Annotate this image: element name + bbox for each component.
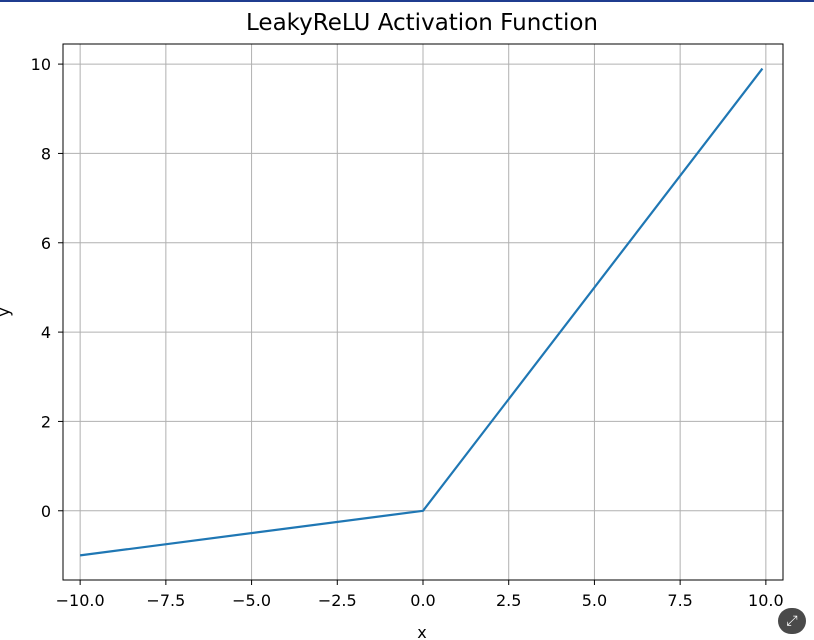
x-tick-label: −10.0 (56, 591, 105, 610)
y-ticks: 0 2 4 6 8 10 (31, 55, 63, 521)
chart-title: LeakyReLU Activation Function (246, 10, 598, 36)
y-tick-label: 10 (31, 55, 51, 74)
series-line-0 (79, 67, 764, 557)
series-layer (79, 67, 764, 557)
y-tick-label: 4 (41, 323, 51, 342)
grid (63, 44, 783, 580)
x-tick-label: −5.0 (232, 591, 271, 610)
y-tick-label: 2 (41, 412, 51, 431)
x-tick-label: −7.5 (146, 591, 185, 610)
y-tick-label: 8 (41, 144, 51, 163)
x-tick-label: 7.5 (667, 591, 692, 610)
x-ticks: −10.0 −7.5 −5.0 −2.5 0.0 2.5 5.0 7.5 10.0 (56, 580, 784, 610)
y-axis-label: y (0, 307, 13, 316)
x-axis-label: x (417, 623, 426, 640)
x-tick-label: −2.5 (318, 591, 357, 610)
x-tick-label: 5.0 (582, 591, 607, 610)
y-tick-label: 0 (41, 502, 51, 521)
x-tick-label: 10.0 (748, 591, 784, 610)
x-tick-label: 0.0 (410, 591, 435, 610)
y-tick-label: 6 (41, 234, 51, 253)
top-border (0, 0, 814, 2)
x-tick-label: 2.5 (496, 591, 521, 610)
expand-icon[interactable]: ⤢ (778, 608, 806, 634)
